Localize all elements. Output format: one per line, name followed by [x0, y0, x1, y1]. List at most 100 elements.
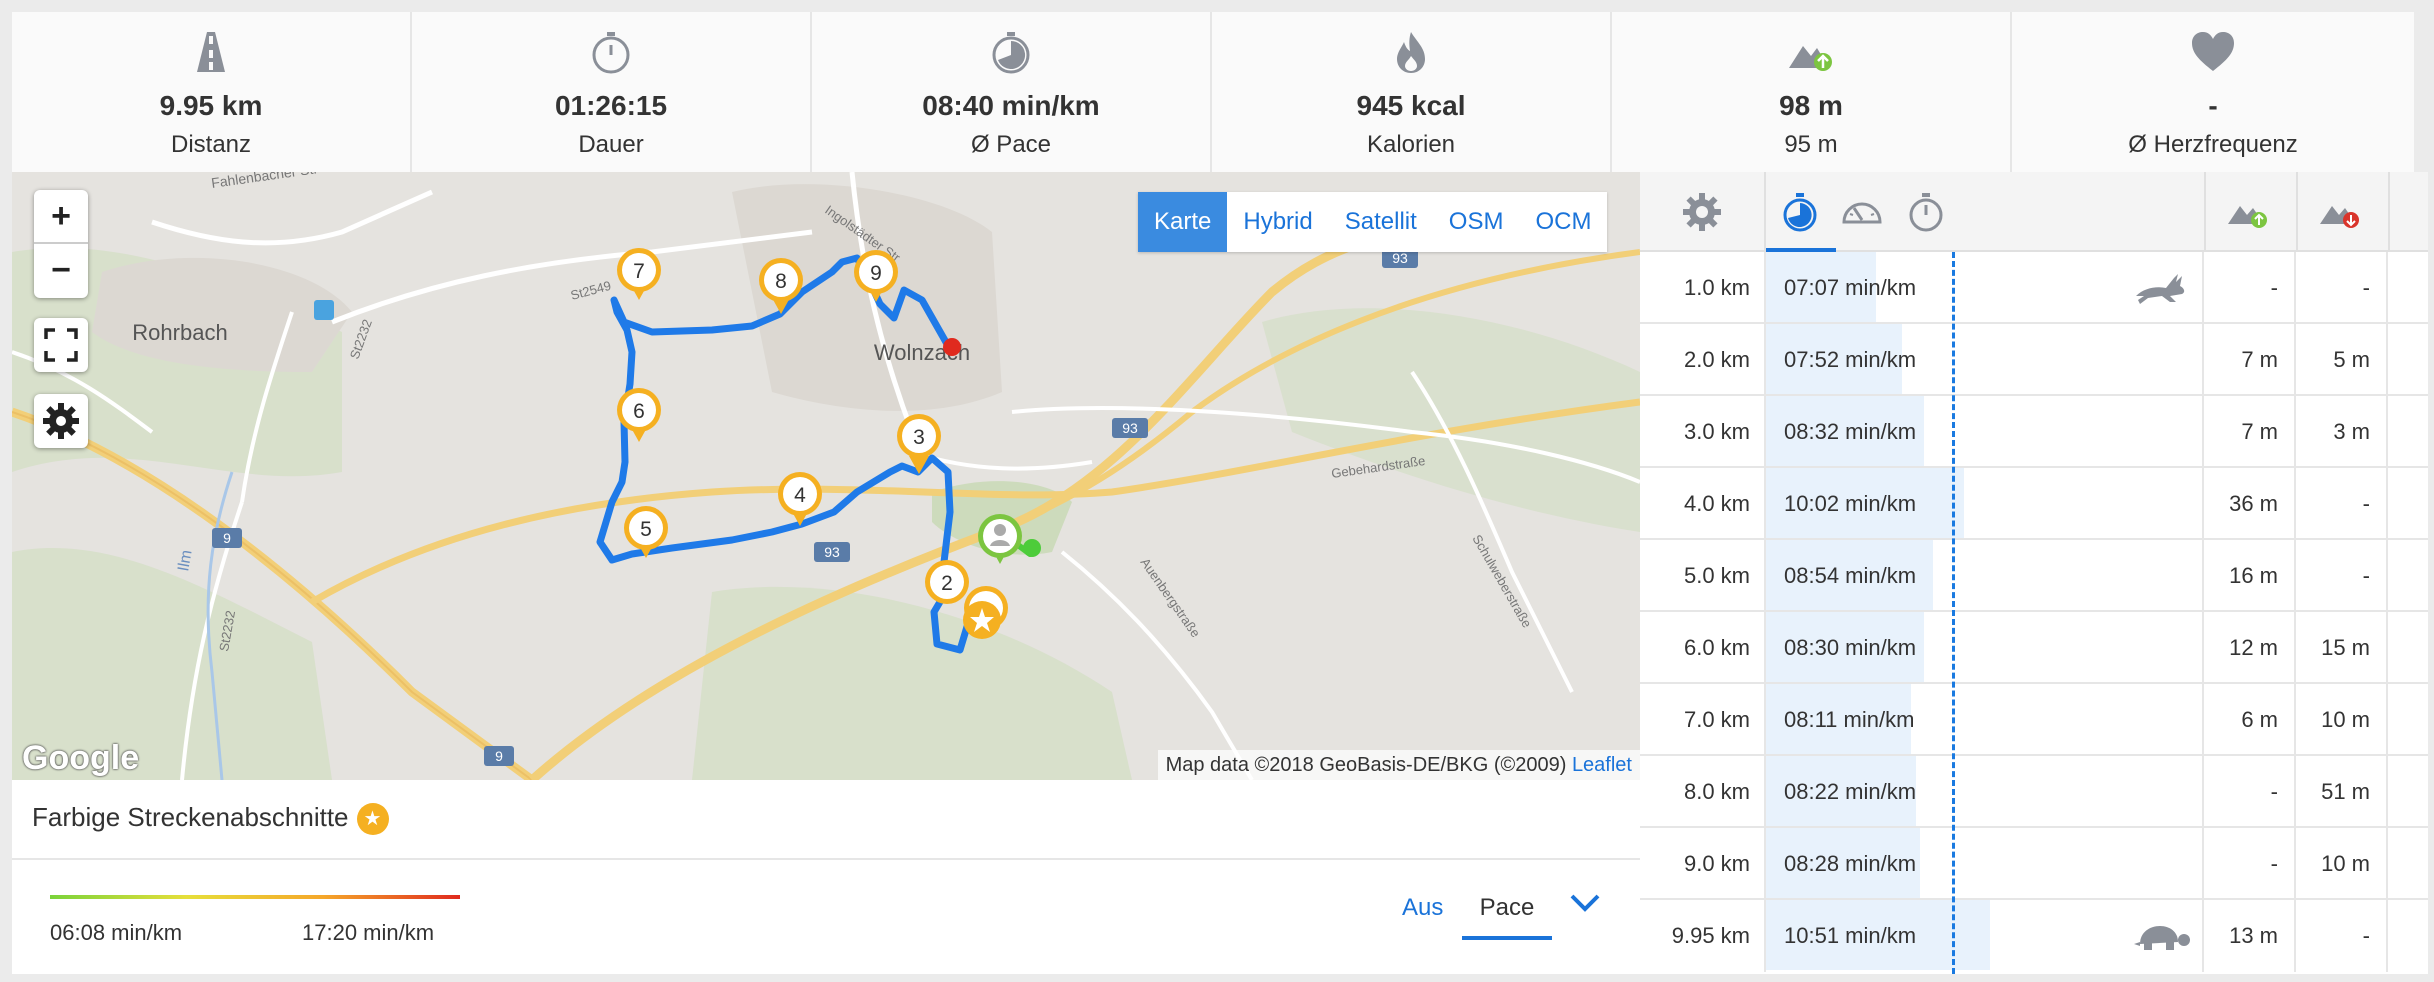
heart-rate-label: Ø Herzfrequenz — [2128, 131, 2298, 158]
split-elevation-up: 6 m — [2204, 684, 2296, 756]
split-pace-cell: 10:02 min/km — [1764, 468, 2204, 540]
start-marker-icon[interactable] — [978, 514, 1022, 564]
stat-pace: 08:40 min/km Ø Pace — [812, 12, 1212, 172]
stopwatch-icon[interactable] — [1904, 190, 1948, 234]
split-distance: 4.0 km — [1683, 491, 1750, 516]
river-ilm: Ilm — [175, 549, 195, 573]
stat-distance: 9.95 km Distanz — [12, 12, 412, 172]
split-distance: 5.0 km — [1683, 563, 1750, 588]
split-pace: 08:54 min/km — [1784, 563, 1917, 588]
split-elevation-down: 10 m — [2296, 828, 2388, 900]
chevron-down-icon[interactable] — [1568, 886, 1602, 920]
split-pace-cell: 08:11 min/km — [1764, 684, 2204, 756]
svg-text:4: 4 — [794, 484, 806, 507]
bus-stop-icon — [314, 300, 334, 320]
road-icon — [197, 32, 225, 72]
km-marker-4[interactable]: 4 — [778, 472, 822, 526]
split-pace: 10:02 min/km — [1784, 491, 1917, 516]
segments-off-option[interactable]: Aus — [1402, 894, 1444, 921]
heart-rate-value: - — [2208, 90, 2218, 121]
svg-text:9: 9 — [870, 262, 882, 285]
calories-label: Kalorien — [1366, 131, 1456, 158]
split-pace: 08:28 min/km — [1784, 851, 1917, 876]
elevation-gain-value: 98 m — [1779, 90, 1843, 121]
duration-label: Dauer — [578, 131, 644, 158]
leaflet-link[interactable]: Leaflet — [1571, 754, 1632, 776]
split-pace: 08:30 min/km — [1784, 635, 1917, 660]
split-pace-cell: 08:32 min/km — [1764, 396, 2204, 468]
split-elevation-down: 5 m — [2296, 324, 2388, 396]
split-pace-cell: 07:07 min/km — [1764, 252, 2204, 324]
split-row[interactable]: 5.0 km 08:54 min/km 16 m- — [1640, 540, 2428, 612]
fullscreen-button[interactable] — [34, 318, 88, 372]
gear-icon — [43, 403, 79, 439]
layer-osm[interactable]: OSM — [1448, 208, 1504, 235]
route-line — [596, 254, 976, 654]
split-pace: 07:52 min/km — [1784, 347, 1917, 372]
colored-segments-panel: Farbige Streckenabschnitte ★ 06:08 min/km… — [12, 780, 1640, 974]
start-point — [1023, 539, 1041, 557]
google-logo: Google — [22, 739, 140, 777]
finish-star-marker-icon[interactable] — [963, 586, 1008, 639]
km-marker-2[interactable]: 2 — [925, 560, 969, 604]
end-point — [943, 338, 961, 356]
splits-rows: 1.0 km 07:07 min/km - -2.0 km 07:52 min/km 7 … — [1640, 252, 2428, 972]
speedometer-icon[interactable] — [1840, 190, 1884, 234]
distance-label: Distanz — [170, 131, 252, 158]
zoom-in-button[interactable]: + — [34, 190, 88, 244]
km-marker-6[interactable]: 6 — [617, 388, 661, 442]
split-row[interactable]: 1.0 km 07:07 min/km - - — [1640, 252, 2428, 324]
split-pace: 10:51 min/km — [1784, 923, 1917, 948]
split-row[interactable]: 7.0 km 08:11 min/km 6 m 10 m — [1640, 684, 2428, 756]
zoom-control: + − — [34, 190, 88, 298]
split-elevation-down: - — [2296, 252, 2388, 324]
km-marker-3[interactable]: 3 — [897, 414, 941, 474]
km-marker-8[interactable]: 8 — [759, 258, 803, 314]
split-distance: 9.95 km — [1671, 923, 1750, 948]
layer-ocm[interactable]: OCM — [1535, 208, 1592, 235]
split-row[interactable]: 8.0 km 08:22 min/km -51 m — [1640, 756, 2428, 828]
road-shield-9-a: 9 — [212, 528, 242, 548]
km-marker-9[interactable]: 9 — [854, 250, 898, 302]
pace-label: Ø Pace — [970, 131, 1052, 158]
split-distance: 2.0 km — [1683, 347, 1750, 372]
route-map[interactable]: 93 93 93 9 9 Rohrbach Wolnzach Fahlenbac… — [12, 172, 1640, 780]
split-row[interactable]: 6.0 km 08:30 min/km 12 m 15 m — [1640, 612, 2428, 684]
km-marker-7[interactable]: 7 — [617, 248, 661, 300]
split-distance: 1.0 km — [1683, 275, 1750, 300]
attribution-text: Map data ©2018 GeoBasis-DE/BKG (©2009) — [1165, 754, 1567, 776]
zoom-out-button[interactable]: − — [51, 251, 71, 289]
tab-pace[interactable] — [1766, 172, 1836, 252]
calories-value: 945 kcal — [1356, 90, 1466, 121]
flame-icon — [1397, 32, 1425, 73]
svg-text:9: 9 — [495, 748, 503, 764]
split-distance: 9.0 km — [1683, 851, 1750, 876]
svg-text:6: 6 — [633, 400, 645, 423]
layer-satellit[interactable]: Satellit — [1344, 208, 1417, 235]
svg-text:93: 93 — [1392, 250, 1408, 266]
svg-text:5: 5 — [640, 518, 652, 541]
split-elevation-up: 12 m — [2204, 612, 2296, 684]
duration-value: 01:26:15 — [554, 90, 668, 121]
elevation-loss-value: 95 m — [1784, 131, 1838, 158]
split-row[interactable]: 9.95 km 10:51 min/km 13 m- — [1640, 900, 2428, 972]
layer-hybrid[interactable]: Hybrid — [1243, 208, 1313, 235]
gear-icon[interactable] — [1680, 190, 1724, 234]
map-settings-button[interactable] — [34, 394, 88, 448]
split-elevation-down: 10 m — [2296, 684, 2388, 756]
split-distance: 7.0 km — [1683, 707, 1750, 732]
stats-bar: 9.95 km Distanz 01:26:15 Dauer 08:40 min… — [12, 12, 2414, 172]
km-marker-5[interactable]: 5 — [624, 506, 668, 558]
split-row[interactable]: 9.0 km 08:28 min/km -10 m — [1640, 828, 2428, 900]
pace-bar — [1766, 828, 1920, 898]
split-row[interactable]: 4.0 km 10:02 min/km 36 m- — [1640, 468, 2428, 540]
segments-pace-option[interactable]: Pace — [1462, 880, 1552, 940]
split-distance: 6.0 km — [1683, 635, 1750, 660]
layer-karte[interactable]: Karte — [1138, 192, 1228, 252]
divider — [12, 858, 1640, 860]
split-pace-cell: 08:54 min/km — [1764, 540, 2204, 612]
road-shield-93-c: 93 — [814, 542, 850, 562]
svg-text:9: 9 — [223, 530, 231, 546]
